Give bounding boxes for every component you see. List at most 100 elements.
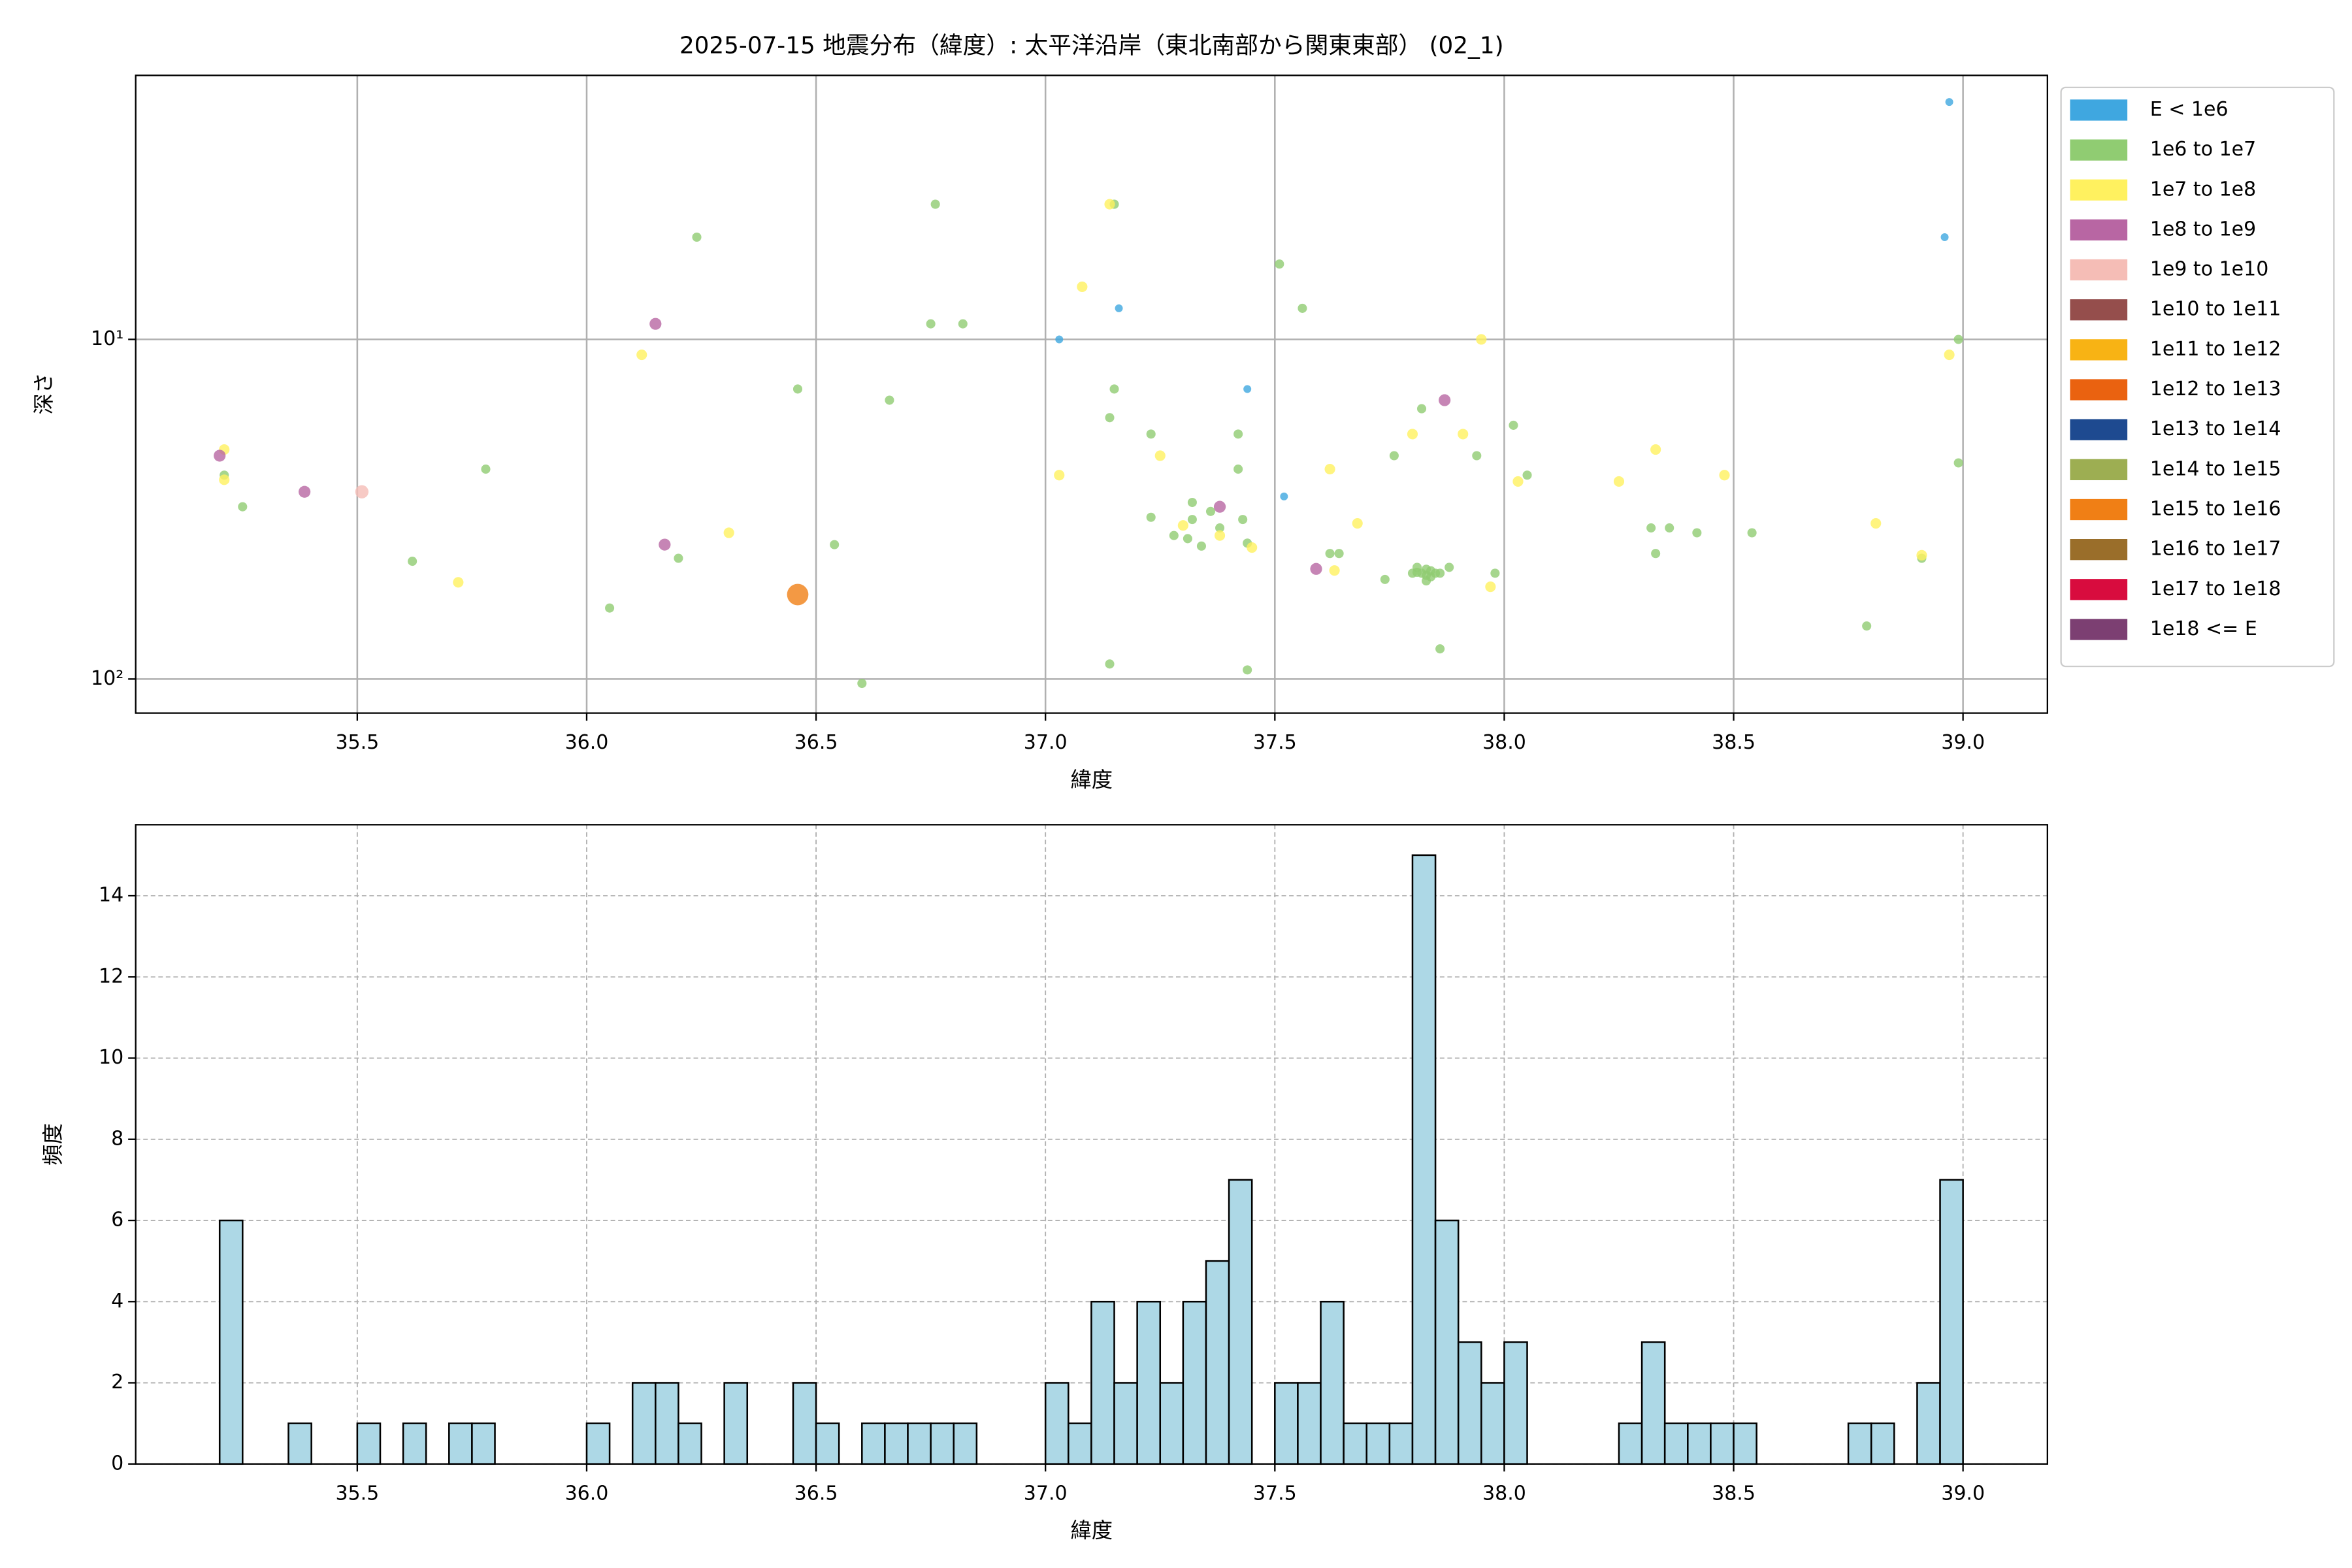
data-point	[1650, 444, 1661, 455]
histogram-bar	[907, 1422, 932, 1465]
data-point	[1243, 665, 1252, 675]
legend-swatch	[2070, 299, 2128, 321]
data-point	[1280, 492, 1288, 500]
x-tick-label: 37.0	[1024, 731, 1068, 754]
histogram-bar	[448, 1422, 473, 1465]
histogram-bar	[287, 1422, 312, 1465]
data-point	[355, 485, 369, 498]
histogram-bar	[1182, 1301, 1207, 1465]
legend-label: 1e13 to 1e14	[2150, 417, 2281, 440]
data-point	[219, 474, 230, 485]
histogram-bar	[930, 1422, 955, 1465]
legend-swatch	[2070, 498, 2128, 521]
data-point	[1334, 549, 1344, 559]
data-point	[214, 449, 226, 462]
data-point	[1247, 542, 1258, 553]
data-point	[1945, 98, 1953, 106]
data-point	[1389, 451, 1399, 461]
legend-swatch	[2070, 539, 2128, 561]
legend-swatch	[2070, 619, 2128, 640]
histogram-bar	[1434, 1219, 1460, 1465]
y-tick-label: 10	[99, 1046, 123, 1069]
data-point	[1329, 565, 1340, 576]
legend-swatch	[2070, 459, 2128, 480]
data-point	[1953, 335, 1963, 344]
data-point	[1490, 568, 1500, 578]
histogram-bar	[1320, 1301, 1345, 1465]
data-point	[926, 319, 936, 329]
data-point	[1243, 385, 1252, 393]
legend-frame	[2060, 86, 2335, 668]
y-tick-label: 12	[99, 965, 123, 988]
histogram-bar	[631, 1382, 657, 1465]
data-point	[1665, 523, 1674, 533]
data-point	[1154, 450, 1166, 461]
histogram-bar	[1113, 1382, 1138, 1465]
data-point	[1870, 517, 1882, 529]
data-point	[1054, 470, 1065, 481]
y-tick-label: 10¹	[91, 327, 123, 350]
data-point	[1435, 644, 1445, 654]
data-point	[1146, 512, 1156, 522]
data-point	[1325, 549, 1335, 559]
x-tick-label: 37.0	[1024, 1482, 1068, 1505]
histogram-bar	[1457, 1341, 1482, 1465]
x-tick-label: 38.0	[1482, 731, 1526, 754]
histogram-bar	[1939, 1179, 1964, 1465]
data-point	[1214, 530, 1226, 541]
legend-label: 1e14 to 1e15	[2150, 457, 2281, 480]
data-point	[1426, 566, 1436, 576]
data-point	[1509, 420, 1518, 430]
data-point	[1862, 621, 1872, 631]
histogram-bar	[1159, 1382, 1184, 1465]
data-point	[1380, 574, 1390, 584]
data-point	[1940, 233, 1949, 241]
data-point	[830, 540, 840, 549]
data-point	[1522, 470, 1532, 480]
y-tick-label: 14	[99, 884, 123, 907]
data-point	[1458, 429, 1469, 440]
data-point	[1104, 199, 1115, 210]
data-point	[1115, 304, 1123, 312]
y-tick-label: 4	[111, 1290, 123, 1313]
data-point	[1238, 515, 1248, 525]
data-point	[1233, 429, 1243, 439]
data-point	[1613, 476, 1625, 487]
x-tick-label: 39.0	[1941, 1482, 1985, 1505]
data-point	[1310, 563, 1322, 575]
legend-label: 1e7 to 1e8	[2150, 178, 2256, 201]
histogram-bar	[1136, 1301, 1162, 1465]
x-tick-label: 38.5	[1712, 1482, 1756, 1505]
data-point	[1646, 523, 1656, 533]
data-point	[857, 678, 867, 689]
chart-title: 2025-07-15 地震分布（緯度）: 太平洋沿岸（東北南部から関東東部） (…	[679, 33, 1504, 59]
histogram-bar	[1044, 1382, 1070, 1465]
data-point	[1916, 549, 1927, 561]
data-point	[1298, 303, 1307, 313]
legend-label: 1e18 <= E	[2150, 617, 2257, 640]
legend-swatch	[2070, 139, 2128, 161]
data-point	[1439, 394, 1451, 406]
legend-swatch	[2070, 259, 2128, 281]
legend-label: 1e17 to 1e18	[2150, 578, 2281, 600]
x-tick-label: 37.5	[1253, 1482, 1297, 1505]
histogram-bar	[1343, 1422, 1368, 1465]
data-point	[1109, 384, 1119, 394]
legend-label: 1e12 to 1e13	[2150, 378, 2281, 400]
legend-swatch	[2070, 179, 2128, 201]
data-point	[1472, 451, 1482, 461]
x-tick-label: 39.0	[1941, 731, 1985, 754]
x-tick-label: 35.5	[335, 1482, 379, 1505]
data-point	[1196, 541, 1206, 551]
histogram-bar	[861, 1422, 886, 1465]
legend-swatch	[2070, 579, 2128, 600]
y-tick-label: 2	[111, 1371, 123, 1394]
histogram-bar	[1228, 1179, 1253, 1465]
histogram-bar	[815, 1422, 840, 1465]
y-tick-label: 8	[111, 1127, 123, 1150]
data-point	[408, 557, 417, 566]
x-tick-label: 36.0	[565, 731, 609, 754]
histogram-bar	[1663, 1422, 1689, 1465]
